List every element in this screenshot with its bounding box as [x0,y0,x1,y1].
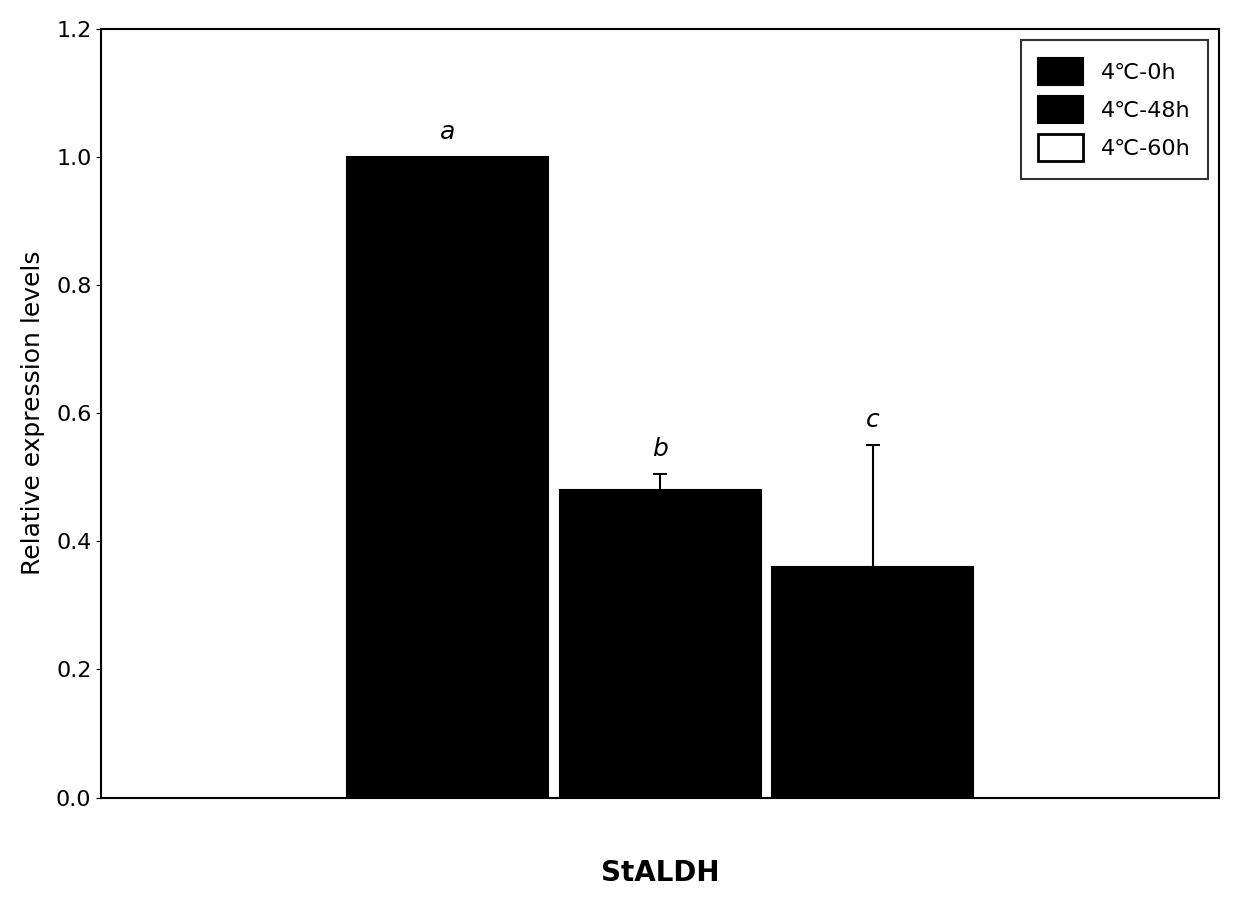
Text: StALDH: StALDH [601,859,719,887]
Text: b: b [652,437,668,461]
Legend: 4℃-0h, 4℃-48h, 4℃-60h: 4℃-0h, 4℃-48h, 4℃-60h [1021,40,1208,179]
Bar [347,157,548,797]
Bar [773,567,973,797]
Text: c: c [866,409,879,432]
Bar [559,490,761,797]
Y-axis label: Relative expression levels: Relative expression levels [21,251,45,575]
Text: a: a [440,120,455,144]
